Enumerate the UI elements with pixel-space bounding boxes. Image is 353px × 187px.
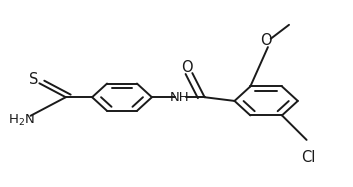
Text: S: S	[29, 72, 39, 87]
Text: $\mathregular{H_2N}$: $\mathregular{H_2N}$	[8, 113, 35, 128]
Text: O: O	[261, 33, 272, 48]
Text: O: O	[181, 60, 193, 75]
Text: Cl: Cl	[301, 150, 316, 165]
Text: NH: NH	[170, 91, 190, 104]
